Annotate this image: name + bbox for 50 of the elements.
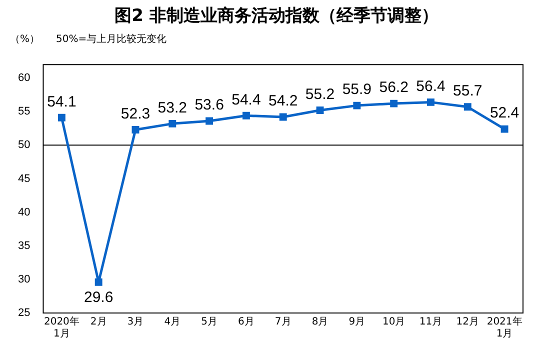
x-tick-label: 2020年 1月	[44, 316, 80, 340]
point	[94, 278, 102, 286]
data-label: 53.2	[158, 99, 188, 116]
data-label: 56.4	[416, 78, 446, 95]
x-tick-label: 6月	[238, 316, 254, 328]
y-tick-label: 55	[18, 106, 30, 118]
x-tick-label: 8月	[312, 316, 328, 328]
x-tick-label: 2月	[90, 316, 107, 328]
y-tick-label: 25	[18, 307, 30, 320]
data-label: 54.2	[268, 92, 298, 110]
point	[316, 106, 324, 114]
point	[390, 100, 398, 108]
x-tick-label: 2021年 1月	[486, 316, 522, 340]
x-tick-label: 4月	[164, 316, 181, 328]
y-tick-label: 50	[18, 139, 30, 152]
chart-title: 图2 非制造业商务活动指数（经季节调整）	[114, 5, 440, 28]
data-label: 52.3	[120, 105, 150, 122]
y-tick-label: 60	[18, 72, 30, 84]
data-label: 29.6	[84, 288, 114, 306]
point	[353, 102, 361, 110]
data-label: 56.2	[379, 79, 408, 96]
x-tick-label: 5月	[201, 316, 218, 328]
point	[242, 112, 250, 120]
point	[58, 114, 66, 122]
y-tick-label: 30	[18, 273, 30, 286]
data-label: 54.1	[47, 93, 76, 110]
x-tick-label: 12月	[456, 316, 480, 328]
data-label: 52.4	[490, 104, 520, 122]
point	[206, 117, 214, 125]
data-label: 55.9	[342, 81, 372, 98]
point	[279, 113, 287, 121]
x-tick-label: 9月	[348, 316, 366, 328]
x-tick-label: 11月	[419, 316, 442, 328]
y-tick-label: 45	[18, 172, 30, 185]
y-tick-label: 35	[18, 240, 30, 252]
text: 50%=与上月比较无变化	[56, 32, 167, 47]
y-axis-title: （%）	[10, 33, 40, 47]
data-label: 55.2	[305, 86, 335, 103]
point	[427, 98, 434, 106]
point	[132, 126, 140, 134]
data-label: 53.6	[194, 96, 224, 114]
x-tick-label: 10月	[382, 316, 406, 328]
data-label: 55.7	[453, 82, 482, 100]
x-tick-label: 3月	[127, 316, 144, 328]
x-tick-label: 7月	[274, 316, 292, 328]
point	[168, 120, 176, 128]
point	[464, 103, 472, 111]
y-tick-label: 40	[18, 206, 30, 218]
data-label: 54.4	[232, 91, 261, 108]
point	[500, 125, 508, 133]
